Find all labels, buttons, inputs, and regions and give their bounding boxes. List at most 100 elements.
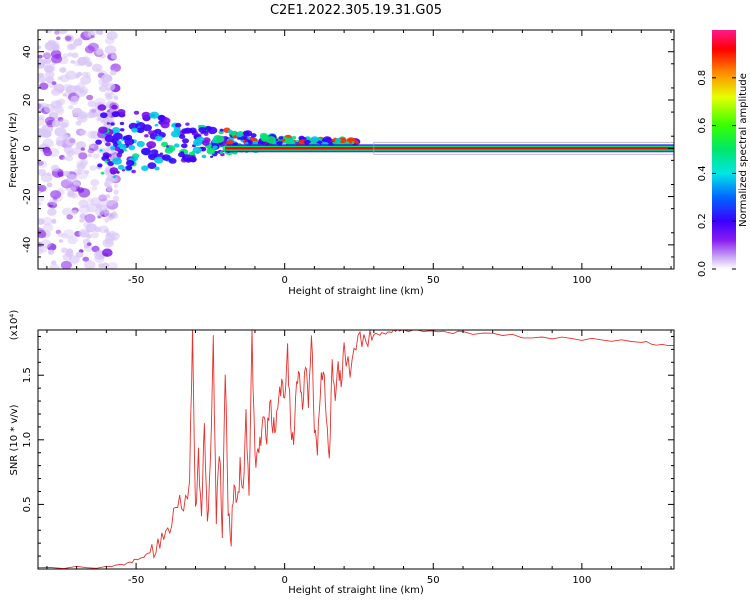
spectral-noise-blob (107, 195, 111, 199)
spectral-turbulence-blob (192, 146, 202, 154)
spectral-turbulence-blob (237, 137, 241, 140)
spectral-turbulence-blob (206, 147, 216, 155)
spectral-turbulence-blob (207, 126, 218, 135)
spectral-noise-blob (86, 203, 99, 213)
snr-x-label: Height of straight line (km) (288, 585, 424, 596)
spectral-noise-blob (38, 168, 47, 176)
spectral-turbulence-blob (123, 149, 127, 152)
snr-y-label: SNR (10 * v/v) (9, 404, 20, 475)
spectral-noise-blob (59, 67, 67, 73)
spectral-turbulence-blob (146, 141, 157, 149)
spectral-turbulence-blob (335, 138, 342, 143)
spectral-noise-blob (42, 52, 52, 59)
spectral-turbulence-blob (189, 156, 197, 163)
snr-y-ticks: 0.5 1.0 1.5 (22, 335, 674, 557)
spectral-noise-blob (60, 233, 69, 239)
spectral-turbulence-blob (175, 122, 182, 128)
spectral-noise-blob (44, 65, 54, 73)
spectral-noise-blob (72, 147, 82, 155)
spectral-turbulence-blob (111, 104, 118, 110)
spectral-noise-blob (58, 119, 70, 128)
spectral-noise-blob (41, 217, 53, 226)
spectral-noise-blob (104, 147, 110, 153)
spectral-noise-blob (105, 104, 110, 109)
spectral-noise-blob (96, 117, 101, 122)
spectral-noise-blob (38, 72, 45, 78)
spectral-noise-blob (60, 247, 68, 254)
spectral-noise-blob (91, 185, 98, 191)
y-tick-label: 1.0 (22, 432, 33, 448)
spectral-noise-blob (86, 234, 92, 239)
colorbar-tick-label: 0.4 (697, 165, 708, 181)
spectral-noise-blob (54, 127, 67, 137)
spectral-turbulence-blob (289, 138, 294, 142)
spectral-noise-blob (108, 177, 115, 184)
spectral-noise-blob (61, 207, 73, 216)
spectrogram-panel: -50 0 50 100 -40 -20 0 20 40 Height of straight… (8, 29, 675, 297)
spectral-turbulence-blob (117, 164, 125, 170)
spectral-turbulence-blob (105, 142, 111, 147)
spectral-turbulence-blob (106, 158, 111, 162)
colorbar-tick-label: 0.8 (697, 70, 708, 86)
spectral-noise-blob (98, 208, 104, 213)
spectral-noise-blob (86, 242, 92, 247)
spectral-noise-blob (47, 208, 57, 216)
spectral-noise-blob (65, 85, 78, 95)
spectral-noise-blob (84, 170, 90, 175)
x-tick-label: 0 (281, 275, 287, 286)
spectral-turbulence-blob (277, 140, 283, 145)
spectral-noise-blob (75, 141, 87, 150)
spectral-noise-blob (46, 182, 53, 188)
spectral-noise-blob (75, 251, 84, 258)
spectral-noise-blob (38, 218, 45, 225)
spectral-noise-blob (109, 91, 114, 95)
colorbar-gradient (712, 30, 736, 269)
spectral-turbulence-blob (114, 146, 121, 152)
y-tick-label: -40 (22, 237, 33, 253)
spectral-turbulence-blob (188, 127, 197, 134)
spectral-noise-blob (56, 36, 61, 41)
spectral-noise-blob (51, 81, 57, 86)
x-tick-label: 50 (427, 275, 440, 286)
spectral-noise-blob (66, 43, 75, 51)
carrier-core (225, 147, 674, 150)
colorbar-tick-label: 0.6 (697, 118, 708, 134)
spectral-turbulence-blob (111, 111, 120, 118)
spectral-noise-blob (49, 263, 60, 269)
spectral-turbulence-blob (98, 126, 108, 134)
spectral-turbulence-blob (100, 112, 108, 119)
spectral-turbulence-blob (266, 136, 276, 144)
spectral-noise-blob (76, 163, 86, 171)
spectral-noise-blob (62, 156, 68, 161)
spectral-noise-blob (47, 249, 55, 255)
spectral-turbulence-blob (171, 123, 176, 128)
spectral-noise-blob (53, 83, 65, 93)
spectral-noise-blob (55, 107, 65, 116)
spectral-noise-blob (93, 226, 102, 233)
spectral-noise-blob (79, 129, 87, 136)
spectral-turbulence-blob (182, 138, 189, 144)
spectral-turbulence-blob (112, 175, 117, 179)
spectral-noise-blob (60, 260, 72, 269)
spectral-noise-blob (101, 262, 109, 269)
spectral-turbulence-blob (97, 104, 107, 111)
colorbar-tick-label: 0.2 (697, 213, 708, 229)
snr-x-ticks: -50 0 50 100 (46, 330, 672, 586)
spectral-noise-blob (75, 120, 82, 126)
spectral-turbulence-blob (212, 145, 218, 150)
spectral-turbulence-blob (247, 141, 252, 144)
spectral-noise-blob (87, 100, 97, 108)
spectrogram-x-ticks: -50 0 50 100 (46, 30, 672, 286)
spectral-turbulence-blob (141, 165, 149, 171)
spectral-noise-blob (57, 98, 66, 106)
spectral-turbulence-blob (131, 169, 136, 174)
spectral-noise-blob (113, 189, 119, 195)
spectral-noise-blob (84, 213, 96, 223)
spectral-turbulence-blob (168, 158, 177, 164)
spectral-noise-blob (104, 45, 117, 55)
spectral-turbulence-blob (131, 127, 138, 133)
spectral-noise-blob (91, 63, 103, 72)
spectral-turbulence-blob (159, 152, 163, 155)
spectral-turbulence-blob (181, 143, 188, 149)
spectral-noise-blob (84, 45, 95, 54)
